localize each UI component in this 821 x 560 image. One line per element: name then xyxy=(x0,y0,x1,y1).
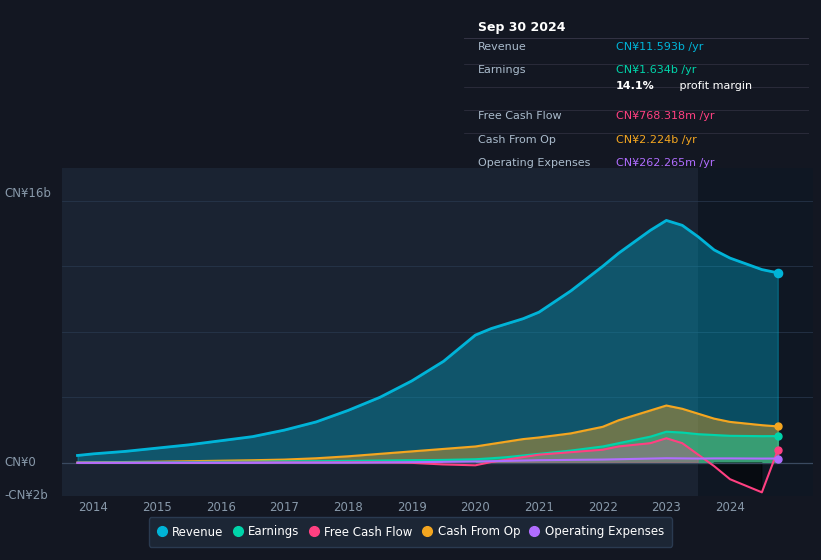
Text: CN¥2.224b /yr: CN¥2.224b /yr xyxy=(616,134,696,144)
Legend: Revenue, Earnings, Free Cash Flow, Cash From Op, Operating Expenses: Revenue, Earnings, Free Cash Flow, Cash … xyxy=(149,517,672,547)
Text: profit margin: profit margin xyxy=(676,81,752,91)
Text: Revenue: Revenue xyxy=(478,42,526,52)
Point xyxy=(771,446,784,455)
Text: CN¥16b: CN¥16b xyxy=(4,187,51,200)
Text: Cash From Op: Cash From Op xyxy=(478,134,556,144)
Text: Operating Expenses: Operating Expenses xyxy=(478,158,590,168)
Text: CN¥1.634b /yr: CN¥1.634b /yr xyxy=(616,65,696,75)
Point xyxy=(771,454,784,463)
Text: CN¥11.593b /yr: CN¥11.593b /yr xyxy=(616,42,703,52)
Text: -CN¥2b: -CN¥2b xyxy=(4,489,48,502)
Point xyxy=(771,422,784,431)
Point xyxy=(771,432,784,441)
Point xyxy=(771,268,784,277)
Bar xyxy=(698,168,813,496)
Text: Sep 30 2024: Sep 30 2024 xyxy=(478,21,565,34)
Text: CN¥768.318m /yr: CN¥768.318m /yr xyxy=(616,111,714,122)
Text: Earnings: Earnings xyxy=(478,65,526,75)
Text: CN¥262.265m /yr: CN¥262.265m /yr xyxy=(616,158,714,168)
Text: 14.1%: 14.1% xyxy=(616,81,654,91)
Text: CN¥0: CN¥0 xyxy=(4,456,36,469)
Text: Free Cash Flow: Free Cash Flow xyxy=(478,111,562,122)
